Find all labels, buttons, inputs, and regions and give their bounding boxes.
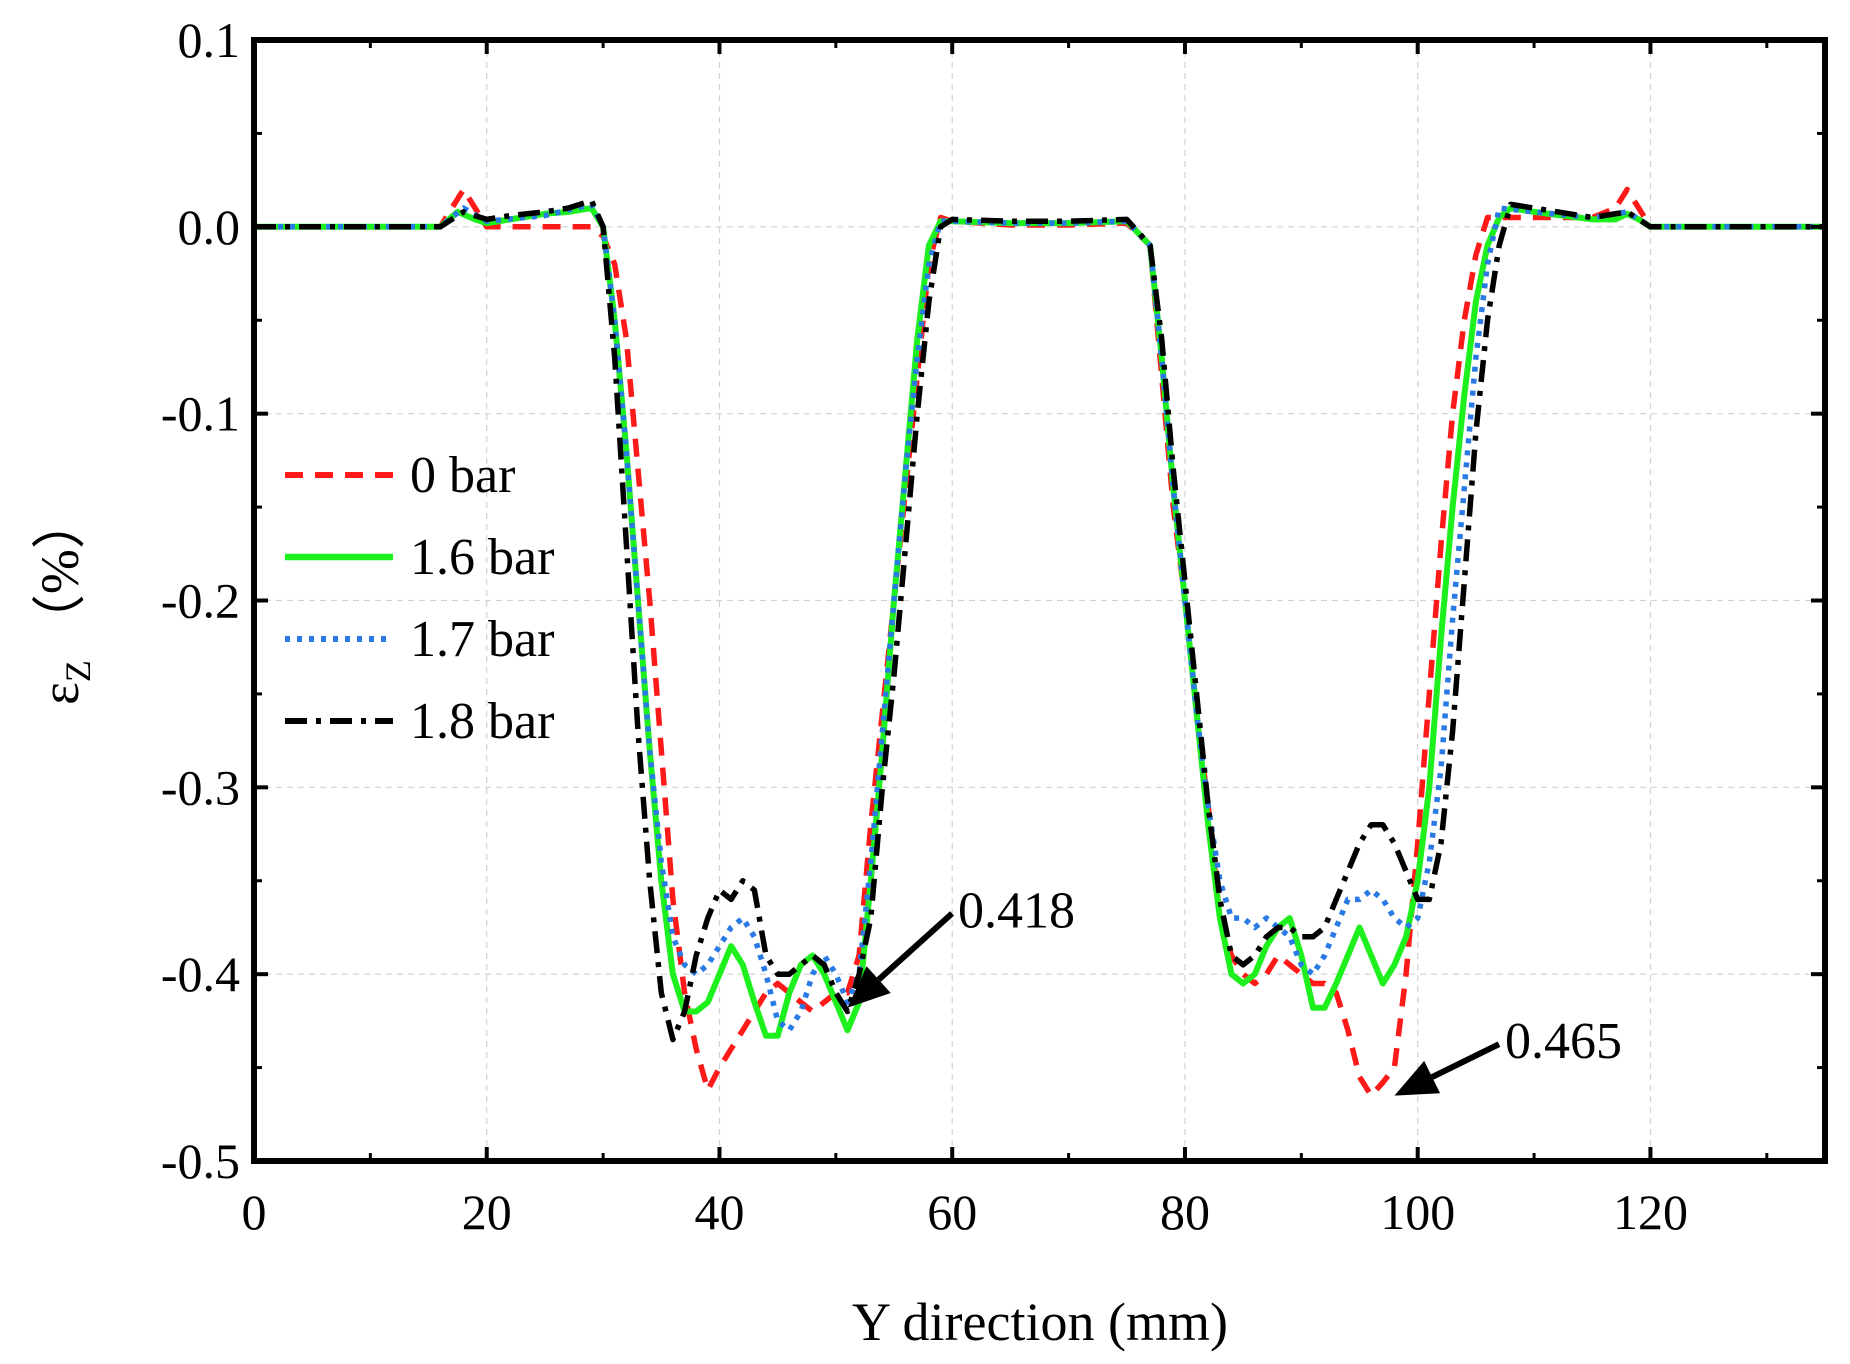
- legend-label: 1.6 bar: [410, 529, 554, 586]
- x-tick-label: 0: [242, 1184, 267, 1240]
- x-tick-label: 20: [462, 1184, 512, 1240]
- x-axis-title: Y direction (mm): [852, 1292, 1228, 1352]
- series-layer: [254, 186, 1825, 1099]
- legend-label: 1.7 bar: [410, 611, 554, 668]
- x-tick-label: 40: [694, 1184, 744, 1240]
- y-tick-label: -0.5: [161, 1133, 240, 1189]
- series-line-1-8-bar: [254, 197, 1825, 1043]
- annotation-arrow-head: [847, 966, 891, 1008]
- y-axis-unit: （%）: [30, 495, 90, 648]
- annotation-arrow-head: [1394, 1060, 1441, 1096]
- x-tick-label: 100: [1380, 1184, 1455, 1240]
- y-tick-label: -0.3: [161, 759, 240, 815]
- y-tick-label: -0.4: [161, 946, 240, 1002]
- annotation-label: 0.465: [1505, 1013, 1622, 1070]
- legend-label: 1.8 bar: [410, 693, 554, 750]
- y-axis-symbol: ε: [30, 682, 90, 705]
- legend-label: 0 bar: [410, 447, 515, 504]
- y-tick-label: -0.2: [161, 573, 240, 629]
- legend: 0 bar 1.6 bar 1.7 bar 1.8 bar: [285, 447, 554, 750]
- x-tick-label: 80: [1160, 1184, 1210, 1240]
- grid: [254, 40, 1825, 1161]
- y-tick-label: 0.1: [178, 12, 241, 68]
- annotation-arrow-shaft: [1430, 1041, 1501, 1080]
- x-tick-label: 120: [1613, 1184, 1688, 1240]
- axis-ticks: 0 20 40 60 80 100 120 0.1 0.0 -0.1 -0.2 -0.3 -0.4 -0.…: [161, 12, 1825, 1240]
- annotation-label: 0.418: [958, 882, 1075, 939]
- x-tick-label: 60: [927, 1184, 977, 1240]
- annotation-arrow-shaft: [876, 911, 955, 982]
- y-tick-label: 0.0: [178, 199, 241, 255]
- y-axis-title: εZ （%）: [30, 495, 98, 705]
- annotations: 0.418 0.465: [847, 882, 1622, 1096]
- y-tick-label: -0.1: [161, 386, 240, 442]
- y-axis-subscript: Z: [58, 660, 98, 682]
